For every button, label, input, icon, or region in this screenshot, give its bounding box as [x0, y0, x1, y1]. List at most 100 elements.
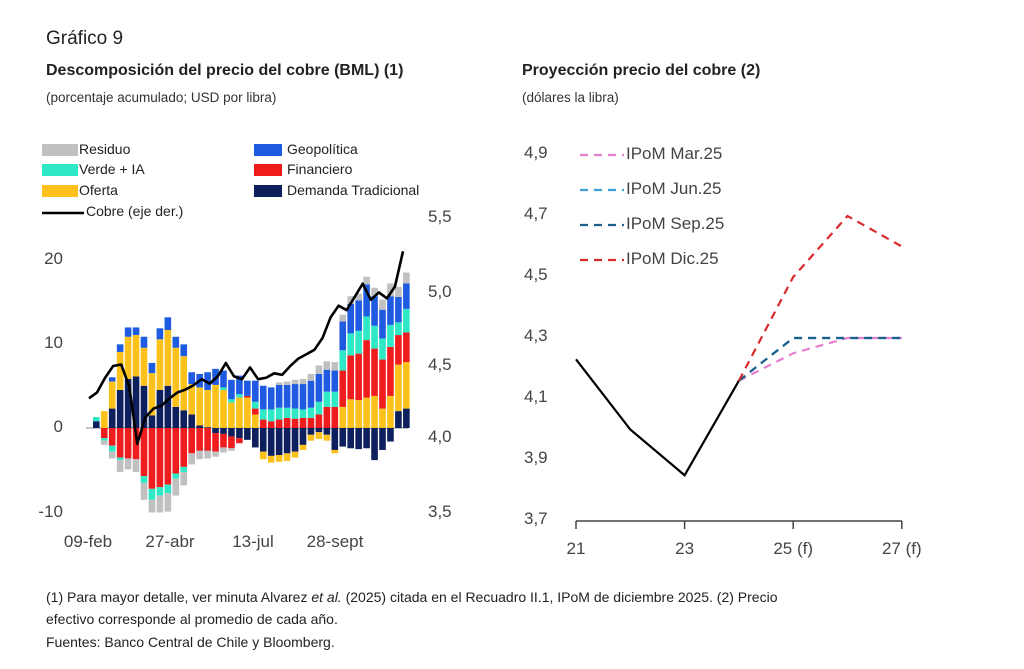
bar-segment-oferta: [164, 329, 172, 386]
bar-segment-demanda-tradicional: [116, 389, 124, 428]
bar-segment-verde-ia: [291, 408, 299, 419]
bar-segment-oferta: [387, 395, 394, 428]
bar-segment-financiero: [124, 428, 132, 459]
bar-segment-residuo: [291, 379, 299, 385]
bar-segment-verde-ia: [267, 409, 275, 422]
bar-segment-oferta: [307, 434, 315, 441]
legend-label: Financiero: [287, 161, 353, 177]
legend-label: IPoM Dic.25: [626, 249, 719, 268]
bar-segment-oferta: [108, 381, 116, 409]
bar-segment-geopol-tica: [379, 309, 386, 339]
bar-segment-geopol-tica: [291, 384, 299, 409]
bar-segment-residuo: [116, 460, 124, 472]
bar-segment-demanda-tradicional: [148, 415, 156, 428]
bar-segment-residuo: [100, 440, 108, 445]
bar-segment-demanda-tradicional: [307, 428, 315, 435]
bar-segment-oferta: [196, 387, 203, 426]
bar-segment-financiero: [363, 340, 370, 398]
bar-segment-oferta: [371, 395, 378, 428]
bar-segment-financiero: [204, 428, 211, 451]
bar-segment-geopol-tica: [124, 327, 132, 337]
bar-segment-verde-ia: [108, 445, 116, 452]
legend-label: Verde + IA: [79, 161, 145, 177]
bar-segment-oferta: [180, 356, 188, 411]
legend-swatch: [42, 185, 78, 197]
bar-segment-demanda-tradicional: [164, 385, 172, 428]
bar-segment-residuo: [196, 450, 203, 460]
bar-segment-oferta: [140, 347, 148, 386]
bar-segment-geopol-tica: [315, 373, 323, 402]
bar-segment-residuo: [204, 450, 211, 459]
legend-label: Demanda Tradicional: [287, 182, 420, 198]
bar-segment-geopol-tica: [307, 380, 315, 408]
bar-segment-oferta: [148, 373, 156, 416]
bar-segment-demanda-tradicional: [267, 428, 275, 456]
bar-segment-financiero: [164, 428, 172, 485]
bar-segment-oferta: [228, 402, 235, 428]
y-tick-label: 4,7: [524, 204, 548, 223]
bar-segment-geopol-tica: [252, 380, 259, 402]
bar-segment-verde-ia: [180, 466, 188, 472]
bar-segment-demanda-tradicional: [363, 428, 370, 449]
bar-segment-financiero: [196, 428, 203, 451]
bar-segment-residuo: [212, 451, 219, 457]
bar-segment-demanda-tradicional: [283, 428, 291, 454]
bar-segment-verde-ia: [323, 391, 331, 407]
y-tick-label: 4,1: [524, 387, 548, 406]
series-line-efectivo: [575, 358, 740, 477]
x-tick-label: 25 (f): [773, 539, 814, 558]
y-tick-label: 4,5: [524, 265, 548, 284]
bar-segment-financiero: [156, 428, 164, 488]
legend-label: IPoM Jun.25: [626, 179, 722, 198]
bar-segment-geopol-tica: [140, 336, 148, 348]
bar-segment-residuo: [387, 283, 394, 297]
bar-segment-residuo: [180, 471, 188, 486]
bar-segment-oferta: [100, 411, 108, 428]
x-tick-label: 09-feb: [63, 532, 113, 551]
bar-segment-geopol-tica: [156, 328, 164, 340]
bar-segment-oferta: [267, 455, 275, 463]
bar-segment-demanda-tradicional: [172, 406, 180, 428]
bar-segment-residuo: [283, 381, 291, 385]
bar-segment-oferta: [172, 347, 180, 407]
bar-segment-financiero: [236, 438, 243, 444]
bar-segment-demanda-tradicional: [93, 421, 100, 428]
legend-swatch: [254, 185, 282, 197]
legend-swatch: [254, 164, 282, 176]
bar-segment-demanda-tradicional: [395, 411, 402, 428]
bar-segment-financiero: [116, 428, 124, 458]
bar-segment-geopol-tica: [148, 362, 156, 374]
bar-segment-residuo: [307, 373, 315, 381]
bar-segment-demanda-tradicional: [156, 389, 164, 428]
bar-segment-oferta: [339, 406, 347, 428]
x-tick-label: 28-sept: [306, 532, 364, 551]
bar-segment-oferta: [252, 414, 259, 428]
bar-segment-residuo: [275, 382, 283, 385]
bar-segment-residuo: [156, 495, 164, 513]
right-y-tick: 4,5: [428, 355, 452, 374]
legend-swatch: [254, 144, 282, 156]
bar-segment-financiero: [267, 421, 275, 428]
bar-segment-financiero: [228, 436, 235, 449]
bar-segment-demanda-tradicional: [355, 428, 362, 450]
bar-segment-demanda-tradicional: [132, 376, 140, 428]
left-chart-subtitle: (porcentaje acumulado; USD por libra): [46, 90, 277, 105]
legend-swatch: [42, 144, 78, 156]
bar-segment-geopol-tica: [363, 284, 370, 317]
bar-segment-geopol-tica: [164, 317, 172, 330]
legend-label: Cobre (eje der.): [86, 203, 184, 219]
bar-segment-demanda-tradicional: [180, 410, 188, 428]
bar-segment-demanda-tradicional: [315, 428, 323, 433]
bar-segment-residuo: [395, 286, 402, 298]
bar-segment-demanda-tradicional: [188, 414, 195, 428]
bar-segment-verde-ia: [275, 407, 283, 420]
bar-segment-verde-ia: [156, 487, 164, 496]
bar-segment-oferta: [315, 432, 323, 439]
bar-segment-demanda-tradicional: [379, 428, 386, 450]
bar-segment-oferta: [124, 336, 132, 379]
bar-segment-geopol-tica: [387, 296, 394, 325]
bar-segment-residuo: [228, 448, 235, 451]
bar-segment-residuo: [148, 499, 156, 513]
bar-segment-verde-ia: [172, 473, 180, 479]
